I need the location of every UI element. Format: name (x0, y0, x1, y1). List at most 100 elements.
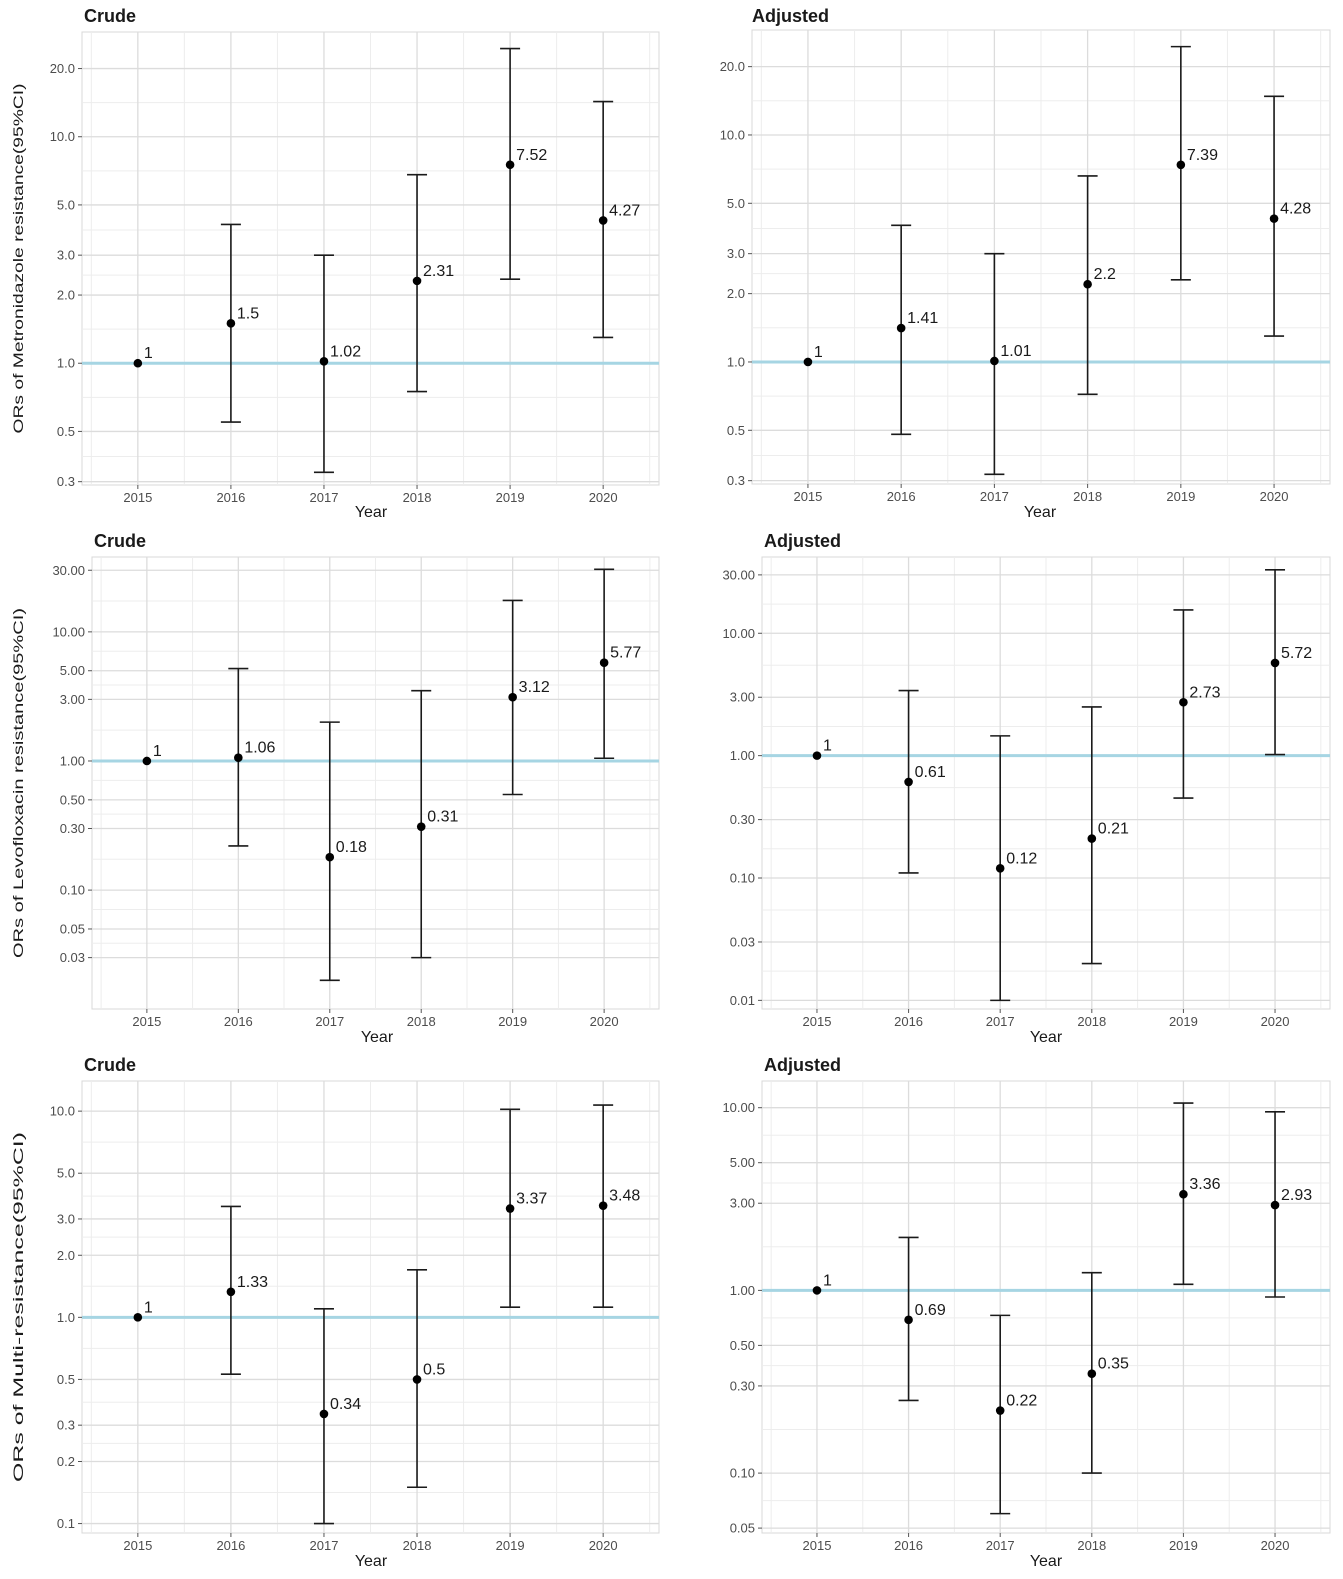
or-data-label: 3.37 (516, 1191, 547, 1208)
or-point (990, 356, 999, 366)
or-data-label: 0.34 (330, 1396, 361, 1413)
or-data-label: 0.31 (427, 809, 458, 826)
y-tick-label: 3.00 (730, 1196, 755, 1211)
or-data-label: 2.31 (423, 263, 454, 280)
or-point (1087, 834, 1097, 843)
or-data-label: 7.52 (516, 147, 547, 164)
or-point (226, 1287, 236, 1297)
or-data-label: 1 (144, 1299, 153, 1316)
or-data-label: 0.5 (423, 1361, 445, 1378)
x-tick-label: 2019 (1169, 1014, 1198, 1029)
x-axis-label: Year (1030, 1553, 1063, 1570)
x-tick-label: 2020 (1260, 489, 1289, 504)
or-data-label: 1.33 (237, 1274, 268, 1291)
y-tick-label: 3.0 (727, 246, 745, 261)
x-tick-label: 2019 (496, 490, 525, 505)
chart-title: Crude (84, 6, 136, 26)
chart-title: Crude (84, 1055, 136, 1075)
x-tick-label: 2016 (894, 1538, 923, 1553)
y-axis-label: ORs of Levofloxacin resistance(95%CI) (10, 608, 26, 958)
x-tick-label: 2018 (1077, 1538, 1106, 1553)
x-tick-label: 2019 (496, 1538, 525, 1553)
x-tick-label: 2017 (310, 490, 339, 505)
or-data-label: 2.2 (1094, 266, 1116, 283)
or-point (1176, 160, 1186, 170)
y-tick-label: 1.00 (60, 753, 85, 768)
or-point (995, 1406, 1005, 1415)
x-tick-label: 2018 (407, 1014, 436, 1029)
x-tick-label: 2017 (315, 1014, 344, 1029)
or-data-label: 1 (144, 345, 153, 362)
y-tick-label: 0.10 (60, 883, 85, 898)
or-data-label: 2.73 (1189, 684, 1220, 701)
y-tick-label: 30.00 (52, 563, 85, 578)
y-tick-label: 0.10 (730, 1466, 755, 1481)
y-tick-label: 0.50 (60, 792, 85, 807)
or-data-label: 1.5 (237, 305, 259, 322)
y-tick-label: 20.0 (720, 59, 745, 74)
or-data-label: 3.48 (609, 1188, 640, 1205)
y-tick-label: 3.0 (57, 1211, 75, 1226)
y-tick-label: 2.0 (727, 286, 745, 301)
or-data-label: 0.22 (1006, 1393, 1037, 1410)
or-data-label: 3.36 (1189, 1176, 1220, 1193)
or-point (142, 756, 152, 766)
or-data-label: 0.35 (1098, 1356, 1129, 1373)
chart-panel-6: 0.05 0.10 0.30 0.50 1.00 3.00 5.00 10.00 2015 201… (722, 1055, 1331, 1570)
chart-panel-2: 0.3 0.5 1.0 2.0 3.0 5.0 10.0 20.0 2015 2016 2017 20… (720, 6, 1331, 521)
y-tick-label: 0.1 (57, 1516, 75, 1531)
or-point (1179, 1189, 1188, 1199)
y-tick-label: 10.0 (50, 129, 75, 144)
or-point (412, 1375, 422, 1384)
y-tick-label: 0.05 (730, 1521, 755, 1536)
or-data-label: 5.77 (610, 645, 641, 662)
x-axis-label: Year (1030, 1029, 1063, 1046)
or-data-label: 4.27 (609, 202, 640, 219)
x-tick-label: 2015 (793, 489, 822, 504)
y-tick-label: 0.5 (727, 423, 745, 438)
x-tick-label: 2015 (123, 1538, 152, 1553)
chart-title: Adjusted (752, 6, 829, 26)
or-point (812, 751, 822, 760)
x-tick-label: 2016 (887, 489, 916, 504)
x-axis-label: Year (361, 1029, 394, 1046)
y-tick-label: 30.00 (722, 567, 755, 582)
x-axis-label: Year (355, 1553, 388, 1570)
chart-panel-4: 0.01 0.03 0.10 0.30 1.00 3.00 10.00 30.00 2015 20… (722, 531, 1331, 1046)
or-point (234, 753, 243, 763)
or-point (995, 864, 1005, 873)
or-data-label: 7.39 (1187, 147, 1218, 164)
or-point (599, 658, 609, 667)
x-tick-label: 2016 (216, 490, 245, 505)
or-data-label: 0.18 (336, 839, 367, 856)
y-tick-label: 0.10 (730, 870, 755, 885)
y-tick-label: 10.00 (722, 1100, 755, 1115)
y-tick-label: 0.03 (730, 934, 755, 949)
y-tick-label: 3.00 (60, 692, 85, 707)
x-tick-label: 2019 (498, 1014, 527, 1029)
x-tick-label: 2015 (132, 1014, 161, 1029)
or-point (1270, 1200, 1280, 1210)
y-tick-label: 10.00 (722, 626, 755, 641)
or-point (412, 276, 422, 286)
x-tick-label: 2020 (590, 1014, 619, 1029)
or-point (904, 1315, 913, 1325)
or-point (812, 1286, 822, 1295)
y-tick-label: 20.0 (50, 61, 75, 76)
y-tick-label: 1.00 (730, 748, 755, 763)
y-tick-label: 0.3 (57, 474, 75, 489)
chart-title: Adjusted (764, 1055, 841, 1075)
or-data-label: 1 (153, 743, 162, 760)
or-point (1087, 1369, 1097, 1378)
y-tick-label: 0.30 (60, 821, 85, 836)
y-tick-label: 2.0 (57, 288, 75, 303)
or-point (1083, 279, 1092, 289)
or-data-label: 1 (823, 1272, 832, 1289)
x-tick-label: 2019 (1169, 1538, 1198, 1553)
or-point (133, 358, 143, 368)
or-data-label: 0.69 (915, 1302, 946, 1319)
y-axis-label: ORs of Metronidazole resistance(95%CI) (10, 84, 26, 434)
or-data-label: 1.41 (907, 310, 938, 327)
y-tick-label: 2.0 (57, 1248, 75, 1263)
y-tick-label: 5.0 (57, 197, 75, 212)
